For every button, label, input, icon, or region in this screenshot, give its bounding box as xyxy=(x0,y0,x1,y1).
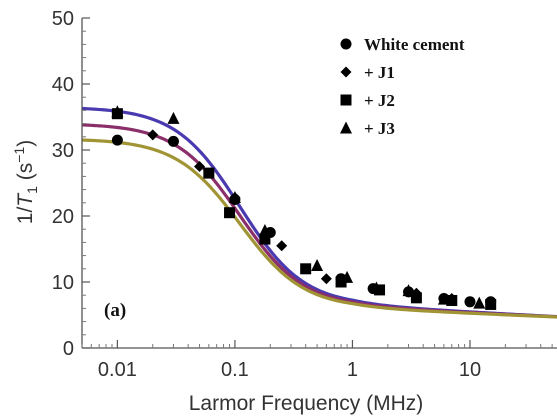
legend-label-1: White cement xyxy=(364,35,465,54)
fit-curve-2 xyxy=(81,123,557,319)
legend-marker-2 xyxy=(340,66,352,78)
data-point-series-4 xyxy=(228,191,241,204)
x-tick-label: 0.01 xyxy=(98,359,137,381)
y-tick-label: 20 xyxy=(52,206,74,228)
fit-curves xyxy=(81,106,557,319)
x-tick-label: 10 xyxy=(459,359,481,381)
y-axis-label-unit: (s xyxy=(14,163,37,186)
data-point-series-4 xyxy=(341,270,354,283)
data-point-series-2 xyxy=(194,161,206,172)
data-point-series-2 xyxy=(320,273,332,285)
data-point-series-3 xyxy=(485,298,497,310)
data-point-series-3 xyxy=(224,207,236,219)
data-point-series-2 xyxy=(147,129,159,141)
y-axis-label-exp: −1 xyxy=(11,147,27,163)
x-tick-label: 0.1 xyxy=(221,359,249,381)
data-point-series-3 xyxy=(203,167,215,179)
data-point-series-4 xyxy=(370,281,383,294)
fit-curve-3 xyxy=(81,138,557,319)
x-axis-label: Larmor Frequency (MHz) xyxy=(189,392,424,415)
data-point-series-4 xyxy=(111,105,124,118)
data-point-series-3 xyxy=(259,233,271,245)
data-point-series-3 xyxy=(335,276,347,288)
axes xyxy=(81,17,557,349)
legend-marker-4 xyxy=(340,121,352,134)
data-point-series-4 xyxy=(258,224,271,237)
data-point-series-1 xyxy=(167,135,179,147)
y-tick-label: 40 xyxy=(52,74,74,96)
data-point-series-4 xyxy=(473,296,486,309)
y-axis-label: 1/T1 (s−1) xyxy=(11,140,40,224)
x-tick-label: 1 xyxy=(347,359,358,381)
y-tick-label: 50 xyxy=(52,8,74,30)
y-tick-label: 10 xyxy=(52,272,74,294)
data-point-series-4 xyxy=(167,111,180,124)
legend-label-2: + J1 xyxy=(364,63,395,82)
data-point-series-4 xyxy=(311,259,324,271)
data-point-series-3 xyxy=(446,294,458,306)
y-axis-label-var: T xyxy=(14,192,37,207)
data-point-series-3 xyxy=(300,263,312,275)
data-point-series-4 xyxy=(402,284,415,297)
y-axis-label-main: 1/ xyxy=(14,207,37,225)
y-axis-label-close: ) xyxy=(14,140,37,147)
data-point-series-1 xyxy=(464,296,476,308)
y-tick-label: 30 xyxy=(52,140,74,162)
tick-labels: 0 10 20 30 40 50 0.01 0.1 1 10 xyxy=(52,8,481,381)
data-points xyxy=(111,105,497,310)
y-tick-label: 0 xyxy=(63,338,74,360)
legend: White cement + J1 + J2 + J3 xyxy=(340,35,465,138)
data-point-series-4 xyxy=(437,292,450,305)
data-point-series-3 xyxy=(410,292,422,304)
legend-label-4: + J3 xyxy=(364,119,395,138)
legend-marker-3 xyxy=(340,94,352,106)
panel-label: (a) xyxy=(104,300,126,321)
data-point-series-2 xyxy=(276,240,288,252)
data-point-series-1 xyxy=(111,134,123,146)
legend-label-3: + J2 xyxy=(364,91,395,110)
legend-marker-1 xyxy=(340,38,352,50)
y-axis-label-sub: 1 xyxy=(24,186,40,194)
